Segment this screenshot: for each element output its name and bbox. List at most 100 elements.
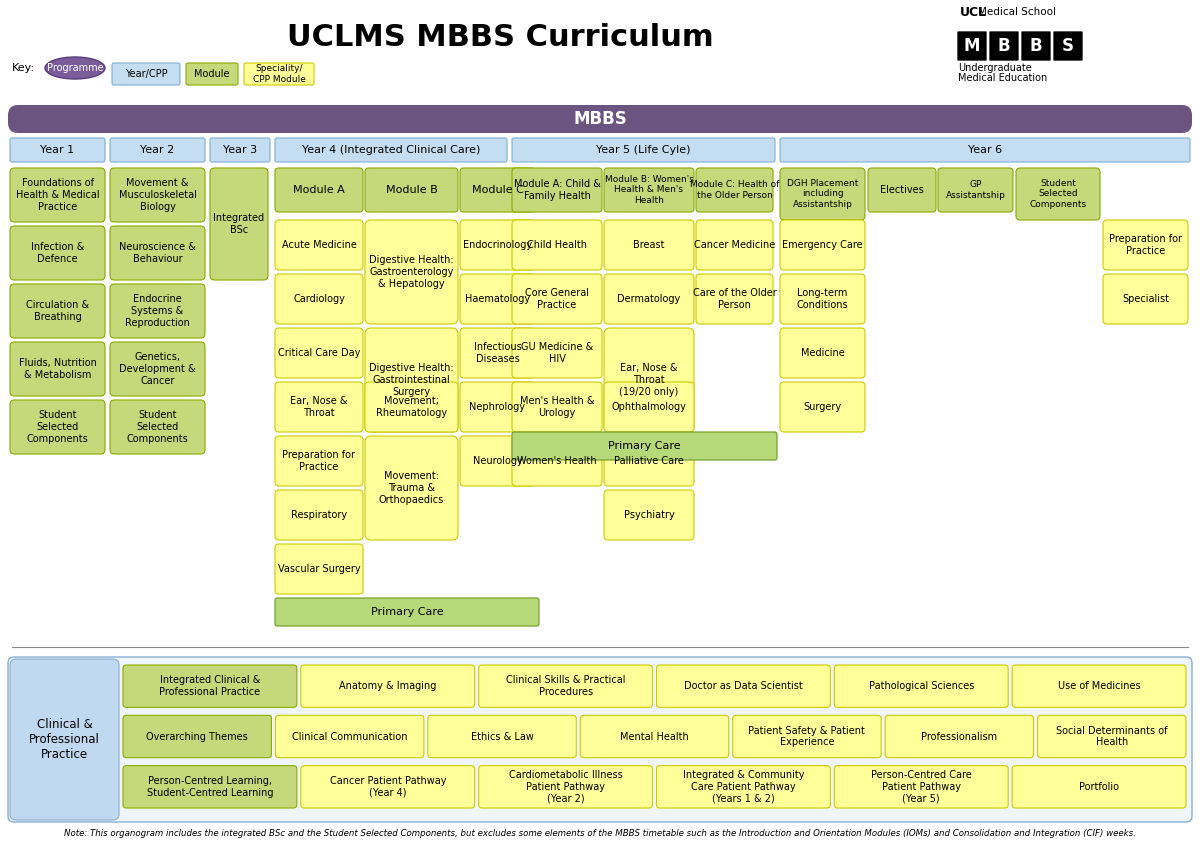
FancyBboxPatch shape	[275, 436, 364, 486]
Text: Haematology: Haematology	[464, 294, 530, 304]
Text: Nephrology: Nephrology	[469, 402, 526, 412]
Text: Neurology: Neurology	[473, 456, 522, 466]
Text: Clinical &
Professional
Practice: Clinical & Professional Practice	[29, 718, 100, 761]
Text: Anatomy & Imaging: Anatomy & Imaging	[340, 681, 437, 691]
FancyBboxPatch shape	[275, 168, 364, 212]
Text: Note: This organogram includes the integrated BSc and the Student Selected Compo: Note: This organogram includes the integ…	[64, 829, 1136, 838]
FancyBboxPatch shape	[210, 138, 270, 162]
FancyBboxPatch shape	[10, 659, 119, 820]
Text: Psychiatry: Psychiatry	[624, 510, 674, 520]
FancyBboxPatch shape	[834, 766, 1008, 808]
FancyBboxPatch shape	[276, 716, 424, 757]
Text: Year 1: Year 1	[41, 145, 74, 155]
Text: Women's Health: Women's Health	[517, 456, 596, 466]
FancyBboxPatch shape	[512, 432, 778, 460]
Text: Cardiometabolic Illness
Patient Pathway
(Year 2): Cardiometabolic Illness Patient Pathway …	[509, 770, 623, 803]
Text: Portfolio: Portfolio	[1079, 782, 1120, 792]
FancyBboxPatch shape	[604, 168, 694, 212]
FancyBboxPatch shape	[479, 766, 653, 808]
FancyBboxPatch shape	[186, 63, 238, 85]
Text: Digestive Health:
Gastrointestinal
Surgery: Digestive Health: Gastrointestinal Surge…	[370, 364, 454, 397]
FancyBboxPatch shape	[1012, 766, 1186, 808]
FancyBboxPatch shape	[460, 328, 535, 378]
FancyBboxPatch shape	[512, 168, 602, 212]
Text: Primary Care: Primary Care	[371, 607, 443, 617]
FancyBboxPatch shape	[512, 382, 602, 432]
FancyBboxPatch shape	[780, 220, 865, 270]
Text: Student
Selected
Components: Student Selected Components	[26, 410, 89, 444]
Text: Module C: Health of
the Older Person: Module C: Health of the Older Person	[690, 181, 779, 199]
FancyBboxPatch shape	[604, 382, 694, 432]
FancyBboxPatch shape	[604, 220, 694, 270]
Text: DGH Placement
including
Assistantship: DGH Placement including Assistantship	[787, 179, 858, 209]
Text: Integrated Clinical &
Professional Practice: Integrated Clinical & Professional Pract…	[160, 675, 260, 697]
FancyBboxPatch shape	[1012, 665, 1186, 707]
Text: Module B: Module B	[385, 185, 437, 195]
Text: Cardiology: Cardiology	[293, 294, 344, 304]
Text: Acute Medicine: Acute Medicine	[282, 240, 356, 250]
FancyBboxPatch shape	[460, 220, 535, 270]
Text: Endocrinology: Endocrinology	[463, 240, 532, 250]
Text: UCLMS MBBS Curriculum: UCLMS MBBS Curriculum	[287, 24, 713, 53]
Text: Year 2: Year 2	[140, 145, 175, 155]
FancyBboxPatch shape	[210, 168, 268, 280]
Text: Integrated
BSc: Integrated BSc	[214, 213, 264, 235]
FancyBboxPatch shape	[365, 436, 458, 540]
Text: Long-term
Conditions: Long-term Conditions	[797, 288, 848, 310]
Text: Genetics,
Development &
Cancer: Genetics, Development & Cancer	[119, 353, 196, 386]
Text: Child Health: Child Health	[527, 240, 587, 250]
FancyBboxPatch shape	[512, 328, 602, 378]
FancyBboxPatch shape	[428, 716, 576, 757]
FancyBboxPatch shape	[1021, 31, 1051, 61]
Text: Circulation &
Breathing: Circulation & Breathing	[26, 300, 89, 321]
FancyBboxPatch shape	[780, 168, 865, 220]
Text: Module A: Child &
Family Health: Module A: Child & Family Health	[514, 179, 600, 201]
FancyBboxPatch shape	[10, 138, 106, 162]
Text: Medical School: Medical School	[978, 7, 1056, 17]
FancyBboxPatch shape	[604, 436, 694, 486]
Text: Palliative Care: Palliative Care	[614, 456, 684, 466]
FancyBboxPatch shape	[1038, 716, 1186, 757]
FancyBboxPatch shape	[604, 490, 694, 540]
FancyBboxPatch shape	[460, 382, 535, 432]
FancyBboxPatch shape	[112, 63, 180, 85]
FancyBboxPatch shape	[958, 31, 986, 61]
Text: Student
Selected
Components: Student Selected Components	[1030, 179, 1086, 209]
Text: Movement &
Musculoskeletal
Biology: Movement & Musculoskeletal Biology	[119, 178, 197, 212]
FancyBboxPatch shape	[780, 274, 865, 324]
FancyBboxPatch shape	[512, 138, 775, 162]
FancyBboxPatch shape	[275, 220, 364, 270]
FancyBboxPatch shape	[275, 598, 539, 626]
Text: Preparation for
Practice: Preparation for Practice	[282, 450, 355, 471]
FancyBboxPatch shape	[244, 63, 314, 85]
FancyBboxPatch shape	[301, 665, 475, 707]
Text: Medical Education: Medical Education	[958, 73, 1048, 83]
FancyBboxPatch shape	[1016, 168, 1100, 220]
FancyBboxPatch shape	[365, 168, 458, 212]
Text: Year 3: Year 3	[223, 145, 257, 155]
Text: Social Determinants of
Health: Social Determinants of Health	[1056, 726, 1168, 747]
Text: Electives: Electives	[880, 185, 924, 195]
FancyBboxPatch shape	[275, 544, 364, 594]
FancyBboxPatch shape	[10, 284, 106, 338]
Text: Mental Health: Mental Health	[620, 732, 689, 741]
Text: Cancer Medicine: Cancer Medicine	[694, 240, 775, 250]
Text: Ear, Nose &
Throat
(19/20 only): Ear, Nose & Throat (19/20 only)	[619, 364, 679, 397]
Text: Speciality/
CPP Module: Speciality/ CPP Module	[252, 64, 306, 84]
Text: Module B: Women's
Health & Men's
Health: Module B: Women's Health & Men's Health	[605, 175, 694, 205]
Text: Pathological Sciences: Pathological Sciences	[869, 681, 974, 691]
Text: Specialist: Specialist	[1122, 294, 1169, 304]
FancyBboxPatch shape	[780, 328, 865, 378]
Text: Year 6: Year 6	[968, 145, 1002, 155]
FancyBboxPatch shape	[460, 168, 535, 212]
FancyBboxPatch shape	[301, 766, 475, 808]
Text: Men's Health &
Urology: Men's Health & Urology	[520, 396, 594, 418]
Text: UCL: UCL	[960, 5, 988, 19]
FancyBboxPatch shape	[989, 31, 1019, 61]
FancyBboxPatch shape	[656, 665, 830, 707]
Text: Student
Selected
Components: Student Selected Components	[127, 410, 188, 444]
Text: S: S	[1062, 37, 1074, 55]
Text: Use of Medicines: Use of Medicines	[1057, 681, 1140, 691]
FancyBboxPatch shape	[460, 274, 535, 324]
FancyBboxPatch shape	[696, 220, 773, 270]
